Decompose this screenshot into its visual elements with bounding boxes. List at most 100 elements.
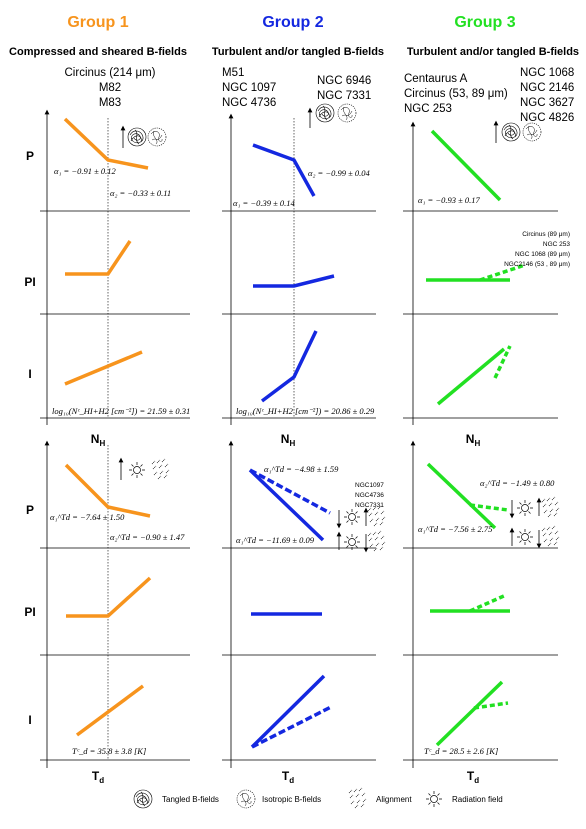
- x-label-td-g3: Td: [467, 769, 479, 785]
- g3-pi-list-1: Circinus (89 μm): [522, 231, 570, 238]
- alignment-icon: [541, 496, 560, 518]
- g2-galaxy-1: M51: [222, 67, 244, 79]
- g2-nh-pi-line: [253, 274, 335, 288]
- g2-nh-symbols: [307, 103, 357, 128]
- radiation-icon: [343, 508, 361, 526]
- g3-nh-alpha1: α₁ = −0.93 ± 0.17: [418, 195, 481, 205]
- row-label-pi-bottom: PI: [24, 605, 35, 619]
- legend-tangled-label: Tangled B-fields: [162, 795, 219, 804]
- g2-nh-alpha1: α₁ = −0.39 ± 0.14: [233, 198, 296, 208]
- g2-td-i-dashed: [251, 705, 332, 749]
- tangled-icon: [133, 789, 153, 809]
- g3-trends: [426, 129, 526, 747]
- legend: Tangled B-fields Isotropic B-fields Alig…: [133, 787, 503, 809]
- g2-galaxy-5: NGC 7331: [317, 90, 371, 102]
- g3-td-symbols: [509, 496, 560, 549]
- legend-isotropic-label: Isotropic B-fields: [262, 795, 321, 804]
- axes-bottom: [40, 440, 558, 768]
- row-label-i-top: I: [28, 367, 31, 381]
- alignment-icon: [541, 525, 560, 547]
- row-label-p-bottom: P: [26, 503, 34, 517]
- g1-nh-break: log₁₀(Nᶜ_HI+H2 [cm⁻²]) = 21.59 ± 0.31: [52, 406, 190, 416]
- g3-nh-symbols: [493, 120, 542, 143]
- g2-td-p-solid: [248, 468, 325, 542]
- g2-nh-i-line: [260, 330, 318, 403]
- row-label-p-top: P: [26, 149, 34, 163]
- g3-galaxy-6: NGC 3627: [520, 97, 574, 109]
- g1-nh-alpha1: α₁ = −0.91 ± 0.12: [54, 166, 117, 176]
- g1-nh-pi-line: [65, 240, 132, 276]
- group3-subtitle: Turbulent and/or tangled B-fields: [407, 46, 579, 58]
- g2-td-list-1: NGC1097: [355, 482, 384, 489]
- g3-td-i-solid: [435, 680, 504, 747]
- x-label-td-g1: Td: [92, 769, 104, 785]
- g3-galaxy-3: NGC 253: [404, 103, 452, 115]
- g3-pi-list-3: NGC 1068 (89 μm): [515, 251, 570, 258]
- g1-td-pi-line: [66, 576, 152, 618]
- g2-td-p-dashed: [249, 468, 331, 515]
- g3-pi-list-4: NGC2146 (53 , 89 μm): [504, 261, 570, 268]
- g3-pi-list-2: NGC 253: [543, 241, 570, 248]
- g3-nh-i-solid: [436, 347, 506, 406]
- g2-td-list-2: NGC4736: [355, 492, 384, 499]
- legend-radiation-label: Radiation field: [452, 795, 503, 804]
- radiation-icon: [516, 528, 534, 546]
- g2-td-alpha2: α₁^Td = −4.98 ± 1.59: [264, 464, 339, 474]
- g1-td-alpha2: α₂^Td = −0.90 ± 1.47: [110, 532, 185, 542]
- g1-galaxy-1: Circinus (214 μm): [65, 67, 156, 79]
- g1-td-p-line: [64, 463, 151, 518]
- tangled-icon: [315, 103, 335, 123]
- g1-td-i-line: [75, 684, 145, 737]
- g2-galaxy-3: NGC 4736: [222, 97, 276, 109]
- g2-td-i-solid: [250, 674, 326, 749]
- g3-nh-p-line: [430, 129, 502, 202]
- radiation-icon: [425, 790, 443, 808]
- g1-td-symbols: [118, 457, 170, 480]
- tangled-icon: [127, 127, 147, 147]
- g1-trends: [63, 117, 152, 737]
- g3-td-p-solid: [426, 462, 497, 530]
- row-label-pi-top: PI: [24, 275, 35, 289]
- g3-td-pi-dashed: [469, 593, 507, 613]
- g2-td-alpha1: α₁^Td = −11.69 ± 0.09: [236, 535, 315, 545]
- g2-galaxy-2: NGC 1097: [222, 82, 276, 94]
- g1-td-alpha1: α₁^Td = −7.64 ± 1.50: [50, 512, 125, 522]
- legend-alignment-label: Alignment: [376, 795, 412, 804]
- x-label-nh-g3: NH: [466, 432, 481, 448]
- isotropic-icon: [147, 127, 167, 147]
- row-label-i-bottom: I: [28, 713, 31, 727]
- radiation-icon: [128, 461, 146, 479]
- tangled-icon: [501, 122, 521, 142]
- group1-subtitle: Compressed and sheared B-fields: [9, 46, 187, 58]
- isotropic-icon: [337, 103, 357, 123]
- isotropic-icon: [236, 789, 256, 809]
- g3-td-p-dashed: [469, 503, 509, 512]
- g1-nh-p-line: [63, 117, 149, 170]
- axes-top: [40, 109, 558, 425]
- g3-galaxy-2: Circinus (53, 89 μm): [404, 88, 508, 100]
- g3-td-i-dashed: [473, 701, 509, 710]
- group2-subtitle: Turbulent and/or tangled B-fields: [212, 46, 384, 58]
- g2-galaxy-4: NGC 6946: [317, 75, 371, 87]
- g2-td-list-3: NGC7331: [355, 502, 384, 509]
- x-label-nh-g2: NH: [281, 432, 296, 448]
- g1-galaxy-2: M82: [99, 82, 121, 94]
- g3-nh-i-dashed: [493, 345, 512, 379]
- break-lines-top: [107, 118, 295, 418]
- g2-nh-break: log₁₀(Nᶜ_HI+H2 [cm⁻²]) = 20.86 ± 0.29: [236, 406, 375, 416]
- g3-galaxy-5: NGC 2146: [520, 82, 574, 94]
- alignment-icon: [348, 787, 367, 809]
- group2-title: Group 2: [262, 14, 323, 31]
- g3-galaxy-1: Centaurus A: [404, 73, 468, 85]
- g3-td-alpha2: α₂^Td = −1.49 ± 0.80: [480, 478, 555, 488]
- x-label-nh-g1: NH: [91, 432, 106, 448]
- g1-nh-symbols: [120, 125, 167, 148]
- radiation-icon: [516, 499, 534, 517]
- g3-galaxy-4: NGC 1068: [520, 67, 574, 79]
- g3-td-alpha1: α₁^Td = −7.56 ± 2.75: [418, 524, 492, 534]
- g2-trends: [248, 143, 335, 749]
- g1-nh-i-line: [64, 350, 143, 386]
- group3-title: Group 3: [454, 14, 515, 31]
- g2-nh-p-line: [252, 143, 316, 197]
